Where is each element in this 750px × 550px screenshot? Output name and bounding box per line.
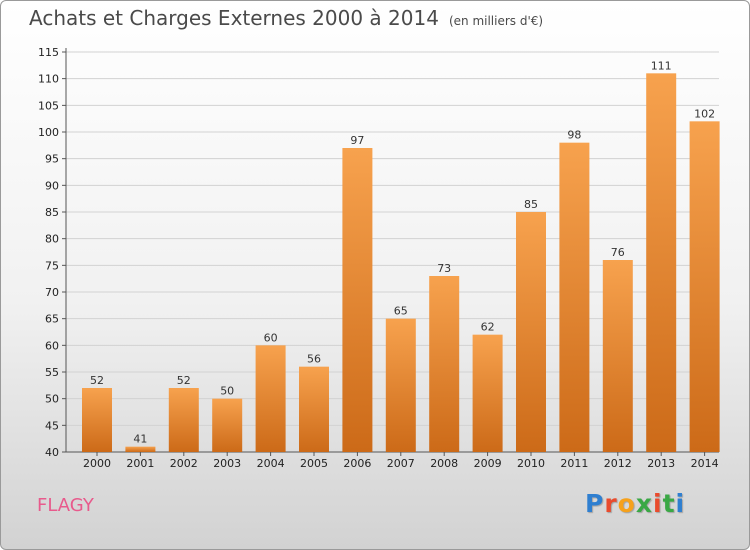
title-unit: (en milliers d'€) <box>448 14 544 28</box>
bar <box>299 366 329 452</box>
bar <box>516 212 546 452</box>
bar-value-label: 85 <box>524 198 538 211</box>
bar <box>429 276 460 452</box>
logo-letter: r <box>604 489 618 518</box>
bar <box>168 388 199 452</box>
logo-letter: P <box>585 489 605 518</box>
y-tick-label: 75 <box>45 259 59 272</box>
y-tick-label: 45 <box>45 419 59 432</box>
bar-value-label: 52 <box>177 374 191 387</box>
y-tick-label: 110 <box>38 73 59 86</box>
logo-letter: x <box>635 489 653 518</box>
logo-letter: o <box>617 489 636 518</box>
bar <box>646 73 677 452</box>
bar <box>342 148 373 452</box>
x-tick-label: 2000 <box>83 457 111 470</box>
x-tick-label: 2002 <box>170 457 198 470</box>
x-tick-label: 2013 <box>647 457 675 470</box>
bar <box>255 345 286 452</box>
bar-value-label: 41 <box>133 433 147 446</box>
x-tick-label: 2004 <box>257 457 285 470</box>
bar <box>385 318 416 452</box>
bar-value-label: 65 <box>394 305 408 318</box>
y-tick-label: 105 <box>38 99 59 112</box>
bar <box>472 334 503 452</box>
bar-value-label: 60 <box>264 331 278 344</box>
bar <box>559 142 590 452</box>
y-tick-label: 90 <box>45 179 59 192</box>
proxiti-logo: Proxiti <box>585 489 685 518</box>
town-name: FLAGY <box>37 495 94 516</box>
x-tick-label: 2005 <box>300 457 328 470</box>
bar <box>689 121 720 452</box>
chart-title: Achats et Charges Externes 2000 à 2014 (e… <box>29 6 543 30</box>
bar <box>602 260 633 452</box>
y-tick-label: 65 <box>45 313 59 326</box>
y-tick-label: 115 <box>38 46 59 59</box>
bar <box>212 398 243 452</box>
bar-value-label: 56 <box>307 353 321 366</box>
y-tick-label: 55 <box>45 366 59 379</box>
y-tick-label: 85 <box>45 206 59 219</box>
title-main: Achats et Charges Externes 2000 à 2014 <box>29 6 439 30</box>
bar-value-label: 102 <box>694 107 715 120</box>
bar-value-label: 50 <box>220 385 234 398</box>
logo-letter: i <box>675 489 686 518</box>
x-tick-label: 2006 <box>343 457 371 470</box>
bar-value-label: 76 <box>611 246 625 259</box>
x-tick-label: 2001 <box>126 457 154 470</box>
y-tick-label: 70 <box>45 286 59 299</box>
y-tick-label: 60 <box>45 339 59 352</box>
x-tick-label: 2003 <box>213 457 241 470</box>
y-tick-label: 95 <box>45 153 59 166</box>
y-tick-label: 80 <box>45 233 59 246</box>
bar-value-label: 52 <box>90 374 104 387</box>
bar-value-label: 98 <box>567 129 581 142</box>
x-tick-label: 2009 <box>474 457 502 470</box>
bar <box>125 446 156 452</box>
bar-value-label: 111 <box>651 59 672 72</box>
logo-letter: t <box>662 489 676 518</box>
bar-value-label: 73 <box>437 262 451 275</box>
x-tick-label: 2010 <box>517 457 545 470</box>
logo-letter: i <box>653 489 663 518</box>
x-tick-label: 2008 <box>430 457 458 470</box>
x-tick-label: 2011 <box>560 457 588 470</box>
y-tick-label: 100 <box>38 126 59 139</box>
y-tick-label: 50 <box>45 393 59 406</box>
bar-value-label: 97 <box>350 134 364 147</box>
y-tick-label: 40 <box>45 446 59 459</box>
bar <box>82 388 112 452</box>
x-tick-label: 2012 <box>604 457 632 470</box>
x-tick-label: 2014 <box>691 457 719 470</box>
x-tick-label: 2007 <box>387 457 415 470</box>
bar-value-label: 62 <box>481 321 495 334</box>
